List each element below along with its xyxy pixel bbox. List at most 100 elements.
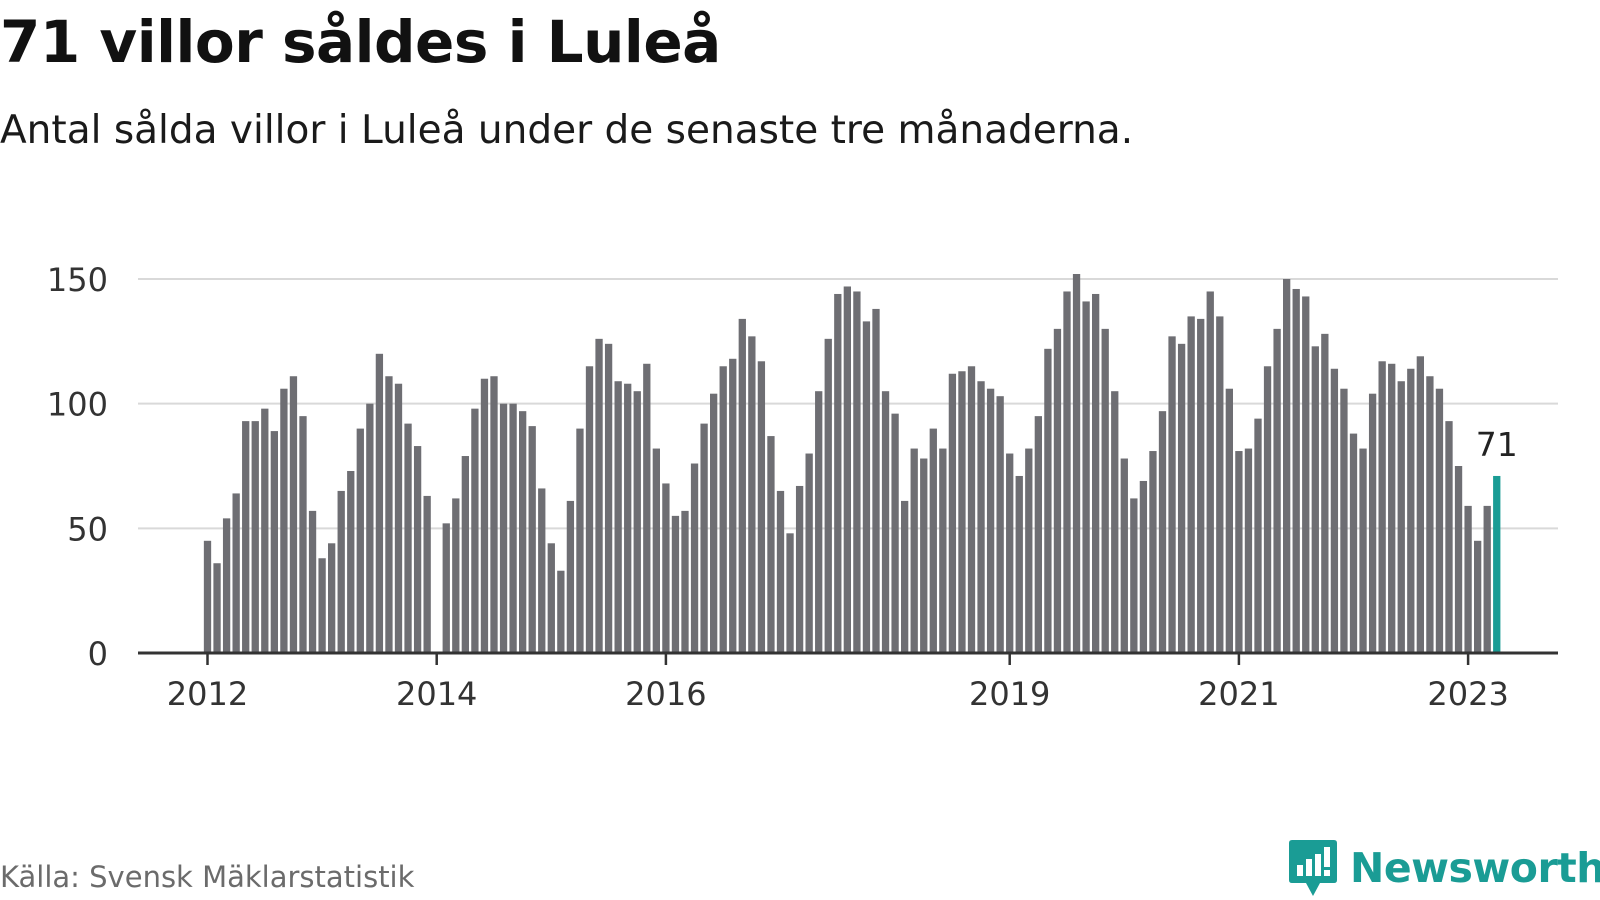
bar [729, 358, 737, 653]
bar [375, 353, 384, 653]
bar [1168, 336, 1176, 653]
bar [1111, 391, 1119, 653]
bar [347, 470, 355, 653]
newsworthy-logo-text: Newsworthy [1350, 844, 1600, 892]
bar [1416, 356, 1424, 653]
bar [881, 391, 890, 653]
bar [557, 570, 565, 653]
bar [1474, 540, 1482, 653]
bar [261, 408, 269, 653]
bar [1340, 388, 1348, 653]
bar [308, 510, 317, 653]
newsworthy-logo[interactable]: Newsworthy [1288, 838, 1600, 898]
bar [624, 383, 632, 653]
bar [1254, 418, 1262, 653]
x-tick-label: 2014 [396, 675, 477, 713]
bar [719, 366, 727, 653]
bar [872, 308, 880, 653]
x-tick-label: 2023 [1427, 675, 1508, 713]
x-tick-label: 2021 [1198, 675, 1279, 713]
bar [1120, 458, 1128, 653]
bar [986, 388, 995, 653]
bar [853, 291, 861, 653]
bar [413, 446, 422, 653]
bar [1359, 448, 1367, 653]
bar [1426, 376, 1434, 653]
bar [996, 396, 1004, 653]
bar [652, 448, 660, 653]
bar [662, 483, 670, 653]
bar [452, 498, 460, 653]
bar [824, 338, 832, 653]
bar [251, 421, 259, 653]
bar [461, 456, 469, 653]
bar [423, 495, 431, 653]
y-axis-ticks: 0 50 100 150 [47, 261, 108, 673]
bar [710, 393, 718, 653]
x-axis-ticks: 2012 2014 2016 2019 2021 2023 [167, 653, 1509, 713]
bar [1158, 411, 1167, 653]
bar [1483, 505, 1491, 653]
bar [929, 428, 937, 653]
bar [480, 378, 489, 653]
bar [1454, 466, 1463, 653]
bar [681, 510, 689, 653]
y-tick-label: 0 [88, 635, 108, 673]
bar [939, 448, 947, 653]
bar [232, 493, 240, 653]
bar [738, 318, 746, 653]
bar [394, 383, 403, 653]
bar [633, 391, 641, 653]
bar [1378, 361, 1386, 653]
bar [795, 485, 804, 653]
bar [519, 411, 527, 653]
bar [920, 458, 928, 653]
bar [1197, 318, 1205, 653]
bar [1235, 451, 1243, 653]
bar [910, 448, 918, 653]
bar [595, 338, 603, 653]
bar [328, 543, 336, 653]
bar [547, 543, 555, 653]
bar [471, 408, 479, 653]
bar [776, 490, 785, 653]
bar [356, 428, 364, 653]
bar [862, 321, 871, 653]
bar [576, 428, 584, 653]
bar [614, 381, 622, 653]
x-tick-label: 2016 [625, 675, 706, 713]
bar [213, 563, 221, 653]
bar [767, 436, 775, 653]
bar [1349, 433, 1358, 653]
bar [1225, 388, 1233, 653]
bar [1445, 421, 1453, 653]
bar [1130, 498, 1138, 653]
bar [566, 500, 575, 653]
bar [1302, 296, 1310, 653]
bar [499, 403, 508, 653]
x-tick-label: 2012 [167, 675, 248, 713]
bar [490, 376, 498, 653]
bar [1388, 363, 1396, 653]
bar [1092, 293, 1100, 653]
bar [1321, 333, 1329, 653]
bar [690, 463, 699, 653]
bar [1149, 451, 1157, 653]
bar [1063, 291, 1071, 653]
bar [1397, 381, 1405, 653]
bar [805, 453, 813, 653]
y-tick-label: 50 [67, 510, 108, 548]
bar [977, 381, 985, 653]
bar [815, 391, 823, 653]
bar [528, 426, 536, 653]
highlight-value-label: 71 [1476, 425, 1518, 464]
bar [1273, 328, 1281, 653]
bar-latest [1493, 475, 1501, 653]
bars [203, 274, 1501, 653]
chart-title: 71 villor såldes i Luleå [0, 8, 721, 76]
bar [337, 490, 345, 653]
bar [1034, 416, 1042, 653]
bar [1216, 316, 1224, 653]
bar [1072, 274, 1081, 653]
bar [1082, 301, 1090, 653]
